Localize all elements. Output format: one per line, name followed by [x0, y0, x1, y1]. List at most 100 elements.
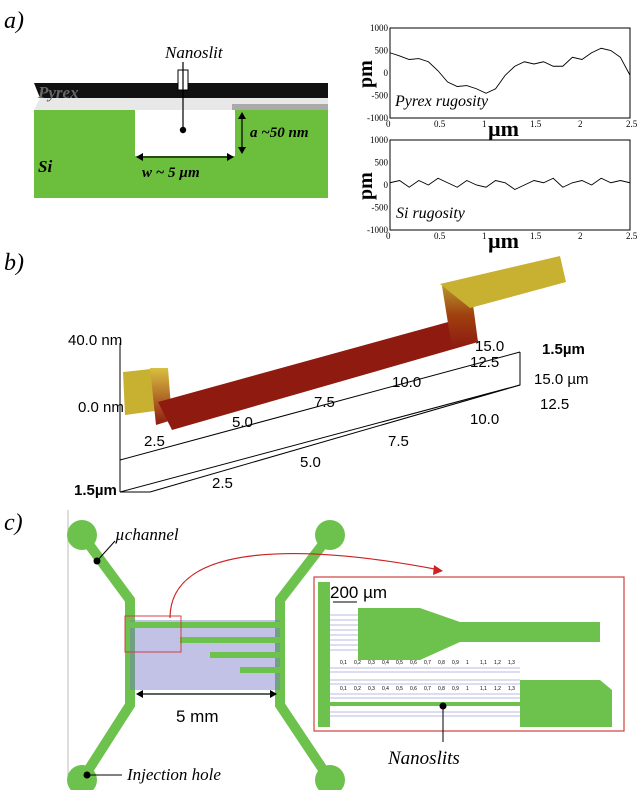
injection-hole	[315, 520, 345, 550]
inset-number: 0,5	[396, 660, 403, 666]
back-tick: 12.5	[470, 354, 499, 371]
y-tick-label: 0	[384, 68, 389, 78]
injection-hole	[315, 765, 345, 790]
right-axis-end: 1.5µm	[542, 341, 585, 358]
uchannel-pointer	[96, 540, 116, 562]
front-tick: 2.5	[212, 475, 233, 492]
y-tick-label: 1000	[370, 23, 389, 33]
inset-number: 0,1	[340, 660, 347, 666]
x-axis-label: µm	[488, 228, 519, 253]
y-tick-label: 500	[375, 46, 389, 56]
inset-number: 0,1	[340, 686, 347, 692]
inset-number: 1	[466, 660, 469, 666]
x-tick-label: 2	[578, 119, 583, 129]
pyrex-rugosity-plot: pm µm Pyrex rugosity 0 0.5 1 1.5 2 2.5 1000 500…	[355, 23, 638, 141]
inset-number: 0,9	[452, 660, 459, 666]
inset-number: 1,2	[494, 686, 501, 692]
y-tick-label: 0	[384, 180, 389, 190]
x-tick-label: 1.5	[530, 119, 542, 129]
zoom-arrow	[169, 553, 441, 619]
back-tick: 2.5	[144, 433, 165, 450]
depth-arrowhead-bottom	[238, 147, 246, 154]
inset-number: 0,3	[368, 660, 375, 666]
width-arrowhead-left	[136, 153, 143, 161]
panel-b-label: b)	[4, 250, 24, 276]
x-tick-label: 0.5	[434, 231, 446, 241]
x-tick-label: 0	[386, 231, 391, 241]
chart-annotation: Si rugosity	[396, 205, 466, 222]
inset-number: 1,1	[480, 660, 487, 666]
device-layout: µchannel Injection hole 5 mm 0,1 0,2 0,3 0,…	[67, 510, 625, 790]
zoom-frame	[124, 615, 182, 653]
inset-number: 0,9	[452, 686, 459, 692]
front-tick: 10.0	[470, 411, 499, 428]
y-tick-label: -1000	[367, 225, 388, 235]
front-tick: 12.5	[540, 396, 569, 413]
nanoslit-label: Nanoslit	[164, 43, 224, 62]
inset-number: 1,3	[508, 660, 515, 666]
front-tick: 7.5	[388, 433, 409, 450]
inset-channel-block	[520, 680, 612, 727]
injection-hole	[67, 765, 97, 790]
pyrex-shadow-step	[232, 104, 328, 110]
roughness-line	[389, 47, 631, 94]
inset-number-row: 0,1 0,2 0,3 0,4 0,5 0,6 0,7 0,8 0,9 1 1,1 1,2 1,3	[340, 686, 515, 692]
front-tick: 5.0	[300, 454, 321, 471]
front-tick: 15.0 µm	[534, 371, 589, 388]
inset-number: 1,1	[480, 686, 487, 692]
roughness-line	[389, 177, 631, 191]
injection-hole	[67, 520, 97, 550]
x-tick-label: 2.5	[626, 231, 638, 241]
inset-number: 1,3	[508, 686, 515, 692]
inset-number: 0,6	[410, 660, 417, 666]
afm-3d-profile: 40.0 nm 0.0 nm 1.5µm 2.5 5.0 7.5 10.0 12…	[68, 256, 589, 499]
nanoslit-bars	[130, 622, 280, 673]
trench-floor	[158, 316, 478, 430]
si-label: Si	[38, 157, 52, 176]
back-edge	[119, 351, 521, 461]
nanoslit-cavity	[135, 110, 235, 156]
inset-number: 1,2	[494, 660, 501, 666]
back-tick: 15.0	[475, 338, 504, 355]
bottom-axis-end: 1.5µm	[74, 482, 117, 499]
inset-number: 0,4	[382, 660, 389, 666]
nanoslit-pointer-dot	[179, 126, 187, 134]
inset-number: 0,8	[438, 660, 445, 666]
chart-annotation: Pyrex rugosity	[394, 93, 489, 110]
inset-number: 0,4	[382, 686, 389, 692]
front-edge	[149, 384, 521, 493]
inset-number: 0,5	[396, 686, 403, 692]
plot-frame	[389, 27, 631, 119]
si-rugosity-plot: pm µm Si rugosity 0 0.5 1 1.5 2 2.5 1000 500 0 -5…	[355, 135, 638, 253]
width-label: w ~ 5 µm	[142, 165, 200, 181]
nanoslits-label: Nanoslits	[387, 748, 460, 769]
panel-a-label: a)	[4, 8, 24, 34]
x-tick-label: 2.5	[626, 119, 638, 129]
z-label-top: 40.0 nm	[68, 332, 122, 349]
inset-number: 0,3	[368, 686, 375, 692]
depth-arrowhead-top	[238, 112, 246, 119]
inset-number: 0,2	[354, 686, 361, 692]
nanoslit-schematic: Nanoslit Pyrex Si a ~50 nm w ~ 5 µm	[34, 43, 328, 198]
x-tick-label: 0.5	[434, 119, 446, 129]
zoom-arrowhead	[433, 565, 443, 575]
inset-scale-label: 200 µm	[330, 583, 387, 602]
inset-number: 0,8	[438, 686, 445, 692]
y-tick-label: -1000	[367, 113, 388, 123]
inset-number: 0,7	[424, 686, 431, 692]
scale-arrow-right	[270, 690, 277, 698]
inset-number: 0,2	[354, 660, 361, 666]
x-tick-label: 0	[386, 119, 391, 129]
inset-channel-taper	[358, 608, 600, 660]
inset-number-row: 0,1 0,2 0,3 0,4 0,5 0,6 0,7 0,8 0,9 1 1,1 1,2 1,3	[340, 660, 515, 666]
x-tick-label: 1	[482, 119, 487, 129]
x-tick-label: 1.5	[530, 231, 542, 241]
z-label-bottom: 0.0 nm	[78, 399, 124, 416]
x-tick-label: 2	[578, 231, 583, 241]
depth-label: a ~50 nm	[250, 125, 309, 141]
y-tick-label: -500	[372, 91, 389, 101]
inset-side-channel	[318, 582, 330, 727]
x-tick-label: 1	[482, 231, 487, 241]
plot-frame	[389, 139, 631, 231]
